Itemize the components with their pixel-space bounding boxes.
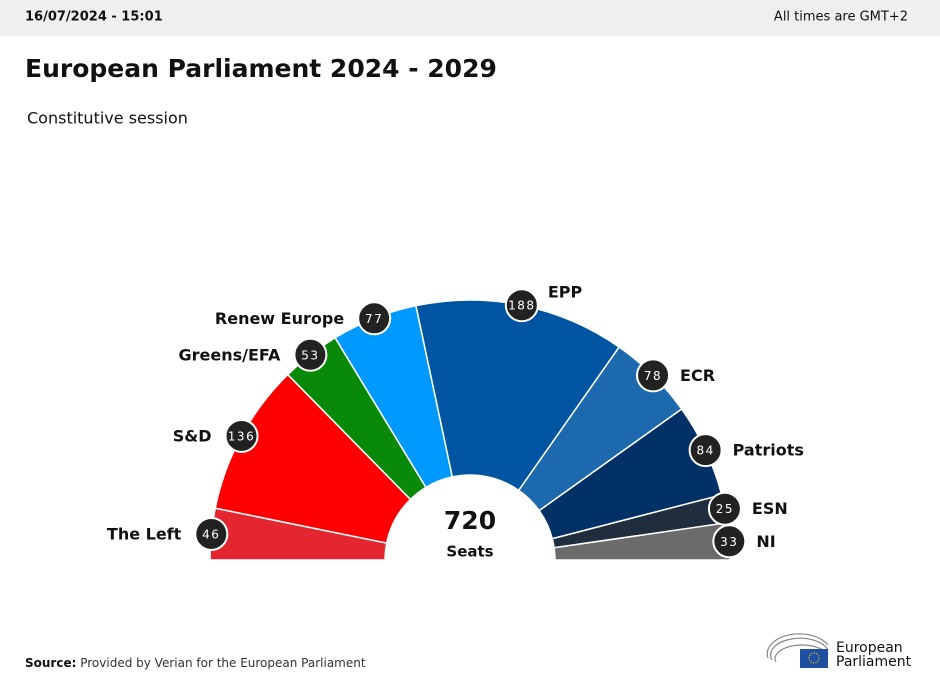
value-badge (357, 301, 392, 336)
timezone: All times are GMT+2 (774, 10, 908, 25)
chart-title: European Parliament 2024 - 2029 (25, 54, 497, 83)
value-label: 77 (365, 312, 383, 326)
value-badge (194, 516, 229, 551)
value-label: 46 (202, 527, 220, 541)
category-label: Patriots (733, 441, 804, 460)
value-badge (688, 433, 723, 468)
value-label: 33 (720, 535, 738, 549)
value-badge (707, 491, 742, 526)
category-label: S&D (173, 426, 212, 445)
logo: European Parliament (766, 633, 912, 670)
seat-segment (415, 299, 621, 492)
source-label: Source: (25, 656, 76, 670)
category-label: ECR (680, 366, 715, 385)
header-bar (0, 0, 940, 36)
source-text: Provided by Verian for the European Parl… (80, 656, 366, 670)
value-label: 188 (508, 299, 535, 313)
category-label: Greens/EFA (178, 345, 281, 364)
category-label: Renew Europe (215, 309, 344, 328)
category-label: NI (756, 532, 775, 551)
timestamp: 16/07/2024 - 15:01 (25, 10, 163, 25)
value-badge (636, 358, 671, 393)
source: Source: Provided by Verian for the Europ… (25, 656, 366, 670)
value-label: 53 (301, 348, 319, 362)
value-label: 136 (228, 429, 255, 443)
category-label: EPP (548, 283, 583, 302)
value-badge (293, 337, 328, 372)
logo-text: European (836, 640, 903, 656)
total-label: Seats (446, 543, 493, 561)
seat-segment (214, 373, 412, 544)
category-label: The Left (107, 524, 182, 543)
value-badge (712, 524, 747, 559)
value-label: 78 (644, 369, 662, 383)
category-label: ESN (752, 499, 788, 518)
value-label: 84 (696, 444, 714, 458)
value-badge (224, 418, 259, 453)
logo-text: Parliament (836, 654, 912, 670)
chart: 46 The Left 136 S&D 53 Greens/EFA 77 Renew Euro… (107, 283, 804, 561)
value-badge (504, 288, 539, 323)
chart-subtitle: Constitutive session (27, 109, 188, 128)
value-label: 25 (716, 502, 734, 516)
total-value: 720 (444, 506, 496, 535)
